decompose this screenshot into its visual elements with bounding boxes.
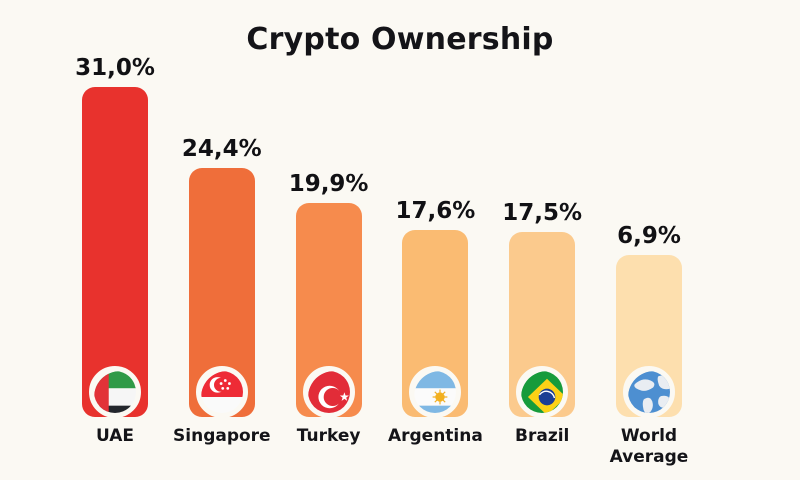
bar-value-label: 17,5% [502,200,583,226]
bar-uae [82,87,148,418]
bar-column-brazil: 17,5% Brazil [490,200,594,474]
bar-category-label: Brazil [515,426,570,446]
bar-column-world-average: 6,9% [597,223,701,474]
bar-column-singapore: 24,4% [170,136,274,474]
bar-value-label: 24,4% [181,136,262,162]
bar-argentina [402,230,469,418]
uae-flag-icon [89,366,141,418]
bar-column-uae: 31,0% UAE [63,55,167,474]
bar-column-turkey: 19,9% Turkey [277,171,381,474]
bar-category-label: World Average [609,426,689,468]
bar-brazil [509,232,576,418]
chart-title: Crypto Ownership [246,22,554,57]
argentina-flag-icon [409,366,462,418]
bar-value-label: 17,6% [395,198,476,224]
bar-column-argentina: 17,6% [383,198,487,474]
bar-world-average [615,255,682,418]
brazil-flag-icon [516,366,569,418]
bar-chart: 31,0% UAE 24,4% [63,55,701,474]
bar-value-label: 19,9% [288,171,369,197]
bar-value-label: 31,0% [75,55,155,81]
turkey-flag-icon [302,366,355,418]
world-globe-icon [622,366,675,418]
bar-category-label: UAE [95,426,135,446]
bar-category-label: Argentina [387,426,483,446]
bar-category-label: Turkey [296,426,361,446]
bar-singapore [188,168,255,418]
bar-category-label: Singapore [173,426,271,446]
singapore-flag-icon [195,366,248,418]
bar-turkey [295,203,362,418]
bar-value-label: 6,9% [617,223,681,249]
